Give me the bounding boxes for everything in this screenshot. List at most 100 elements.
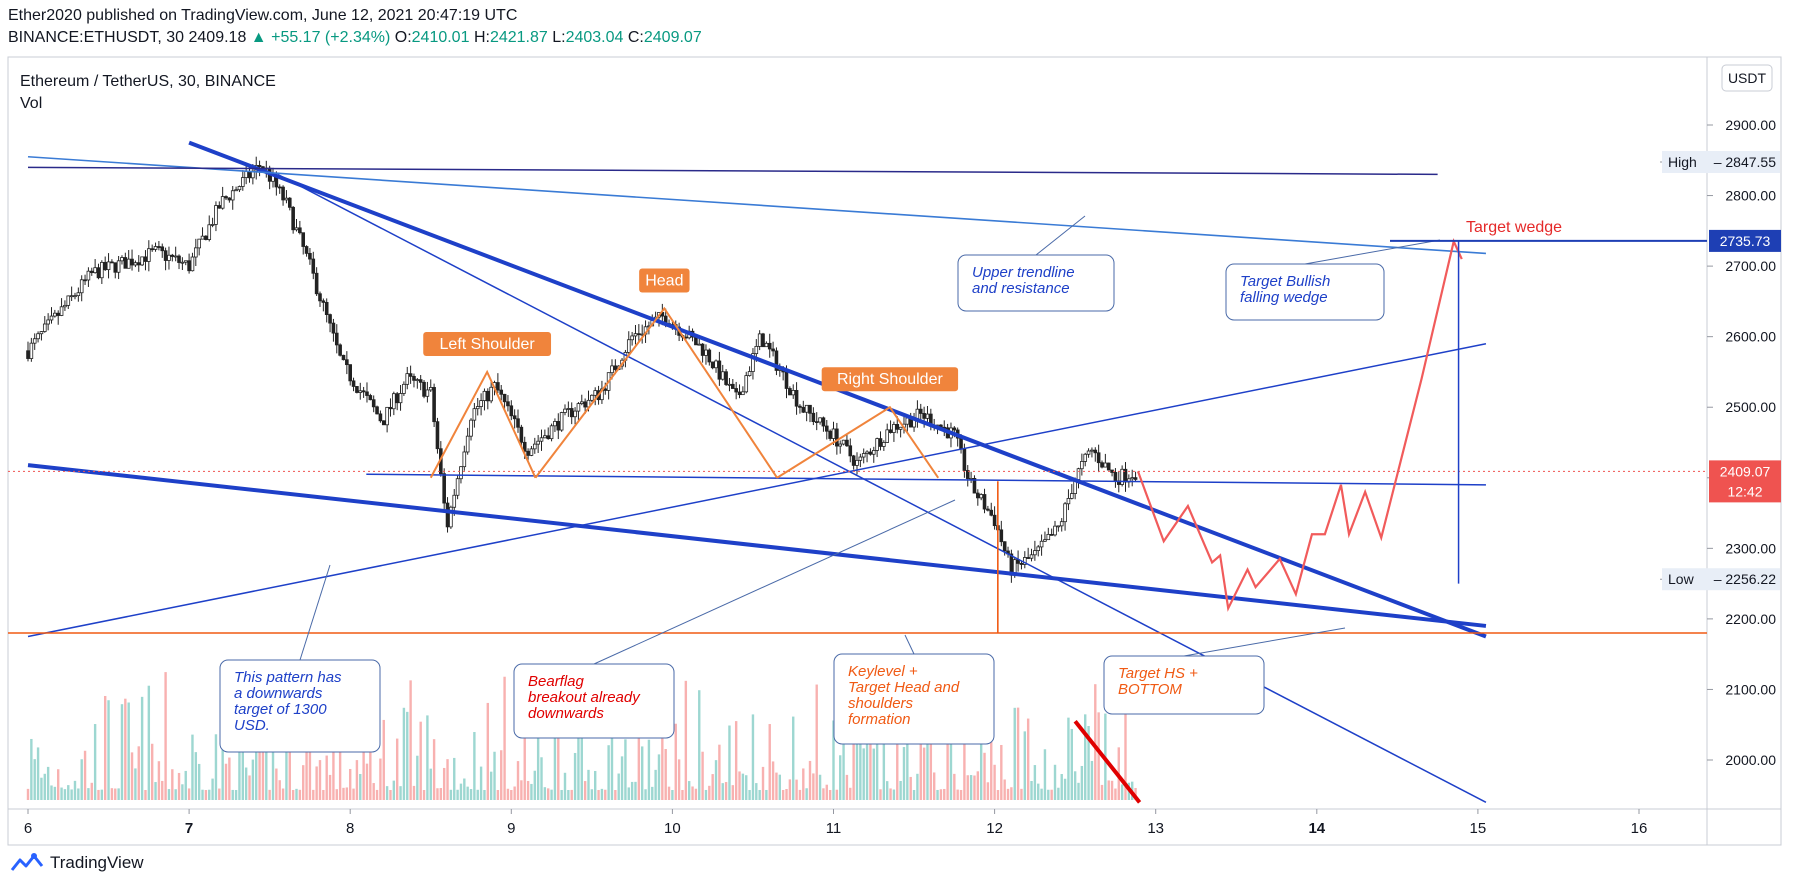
volume-bar (114, 788, 117, 800)
volume-decline-line[interactable] (1073, 719, 1142, 804)
candle-body (210, 224, 215, 226)
volume-bar (50, 785, 53, 800)
volume-bar (654, 769, 657, 800)
symbol-line: BINANCE:ETHUSDT, 30 2409.18 ▲ +55.17 (+2… (8, 29, 702, 47)
volume-bar (959, 789, 963, 800)
volume-bar (1100, 784, 1104, 800)
volume-bar (580, 705, 583, 800)
trend-line[interactable] (27, 166, 1438, 176)
volume-bar (154, 782, 157, 800)
volume-bar (651, 786, 654, 800)
volume-bar (359, 774, 362, 800)
volume-bar (33, 759, 36, 800)
volume-bar (80, 759, 83, 800)
volume-bar (724, 782, 728, 800)
callout-box[interactable] (219, 659, 381, 753)
price-tick-label: 2100.00 (1725, 681, 1776, 697)
candle-body (160, 246, 165, 252)
candle-body (1100, 462, 1104, 468)
volume-bar (859, 739, 862, 800)
volume-bar (610, 718, 614, 800)
candle-body (1046, 534, 1051, 541)
candle-body (741, 391, 745, 396)
candle-body (281, 186, 285, 201)
trend-line[interactable] (366, 473, 1486, 486)
trend-line[interactable] (27, 155, 1487, 255)
candle-body (885, 429, 889, 443)
candle-body (1066, 498, 1071, 505)
volume-bar (124, 698, 127, 800)
candle-body (402, 383, 406, 394)
bar-countdown: 12:42 (1727, 483, 1762, 499)
volume-bar (567, 789, 570, 800)
candle-body (143, 256, 148, 262)
volume-bar (93, 724, 97, 800)
candle-body (838, 443, 843, 447)
volume-bar (902, 747, 906, 800)
volume-bar (1094, 684, 1097, 800)
candle-body (398, 393, 403, 404)
callout-box[interactable] (833, 653, 995, 745)
pattern-line[interactable] (429, 369, 537, 479)
tradingview-brand: TradingView (50, 853, 144, 872)
volume-bar (644, 789, 647, 800)
pattern-line[interactable] (776, 405, 940, 479)
time-tick-label: 9 (507, 820, 515, 837)
trend-line[interactable] (277, 173, 1487, 803)
volume-bar (687, 781, 691, 800)
candle-body (287, 197, 292, 208)
candle-body (962, 448, 967, 471)
volume-bar (392, 780, 396, 800)
candle-body (882, 442, 886, 447)
volume-bar (1016, 707, 1020, 800)
candle-body (710, 361, 715, 369)
callout-box[interactable] (1103, 655, 1265, 715)
volume-bar (647, 739, 651, 800)
projection-path[interactable] (1136, 238, 1463, 612)
volume-bar (523, 718, 526, 800)
candle-body (808, 404, 812, 414)
trend-line[interactable] (27, 463, 1487, 628)
pattern-line[interactable] (534, 306, 778, 479)
volume-bar (640, 746, 644, 800)
candle-body (42, 323, 47, 332)
volume-bar (486, 702, 490, 800)
candle-body (579, 401, 584, 405)
callout-pointer (904, 634, 915, 655)
volume-bar (788, 779, 792, 800)
candle-body (86, 270, 91, 281)
callout-box[interactable] (1225, 263, 1385, 321)
trend-line[interactable] (27, 342, 1487, 638)
callout-box[interactable] (957, 254, 1115, 312)
candle-body (234, 189, 238, 192)
callout-box[interactable] (513, 663, 675, 739)
tradingview-logo-icon (10, 853, 44, 871)
candle-body (308, 252, 312, 260)
candle-body (200, 235, 205, 240)
current-price-value: 2409.07 (1720, 463, 1771, 479)
callout-text: Keylevel + (848, 663, 918, 680)
candle-body (147, 248, 151, 262)
price-tick-label: 2800.00 (1725, 188, 1776, 204)
volume-bar (781, 789, 785, 800)
candle-body (1049, 534, 1054, 536)
close-value: 2409.07 (643, 29, 702, 46)
candle-body (432, 387, 436, 423)
currency-button[interactable] (1721, 64, 1773, 92)
volume-bar (171, 769, 174, 800)
volume-bar (973, 775, 976, 800)
candle-body (204, 235, 208, 240)
volume-bar (1087, 726, 1090, 800)
candle-body (633, 333, 638, 337)
pattern-label-box (639, 268, 690, 293)
volume-bar (691, 786, 694, 800)
volume-bar (157, 761, 161, 800)
callout-pointer (1035, 215, 1086, 256)
candle-body (257, 165, 262, 168)
volume-bar (708, 785, 711, 800)
volume-bar (818, 774, 822, 800)
candle-body (804, 404, 809, 413)
candle-body (952, 427, 957, 431)
volume-bar (798, 789, 802, 800)
